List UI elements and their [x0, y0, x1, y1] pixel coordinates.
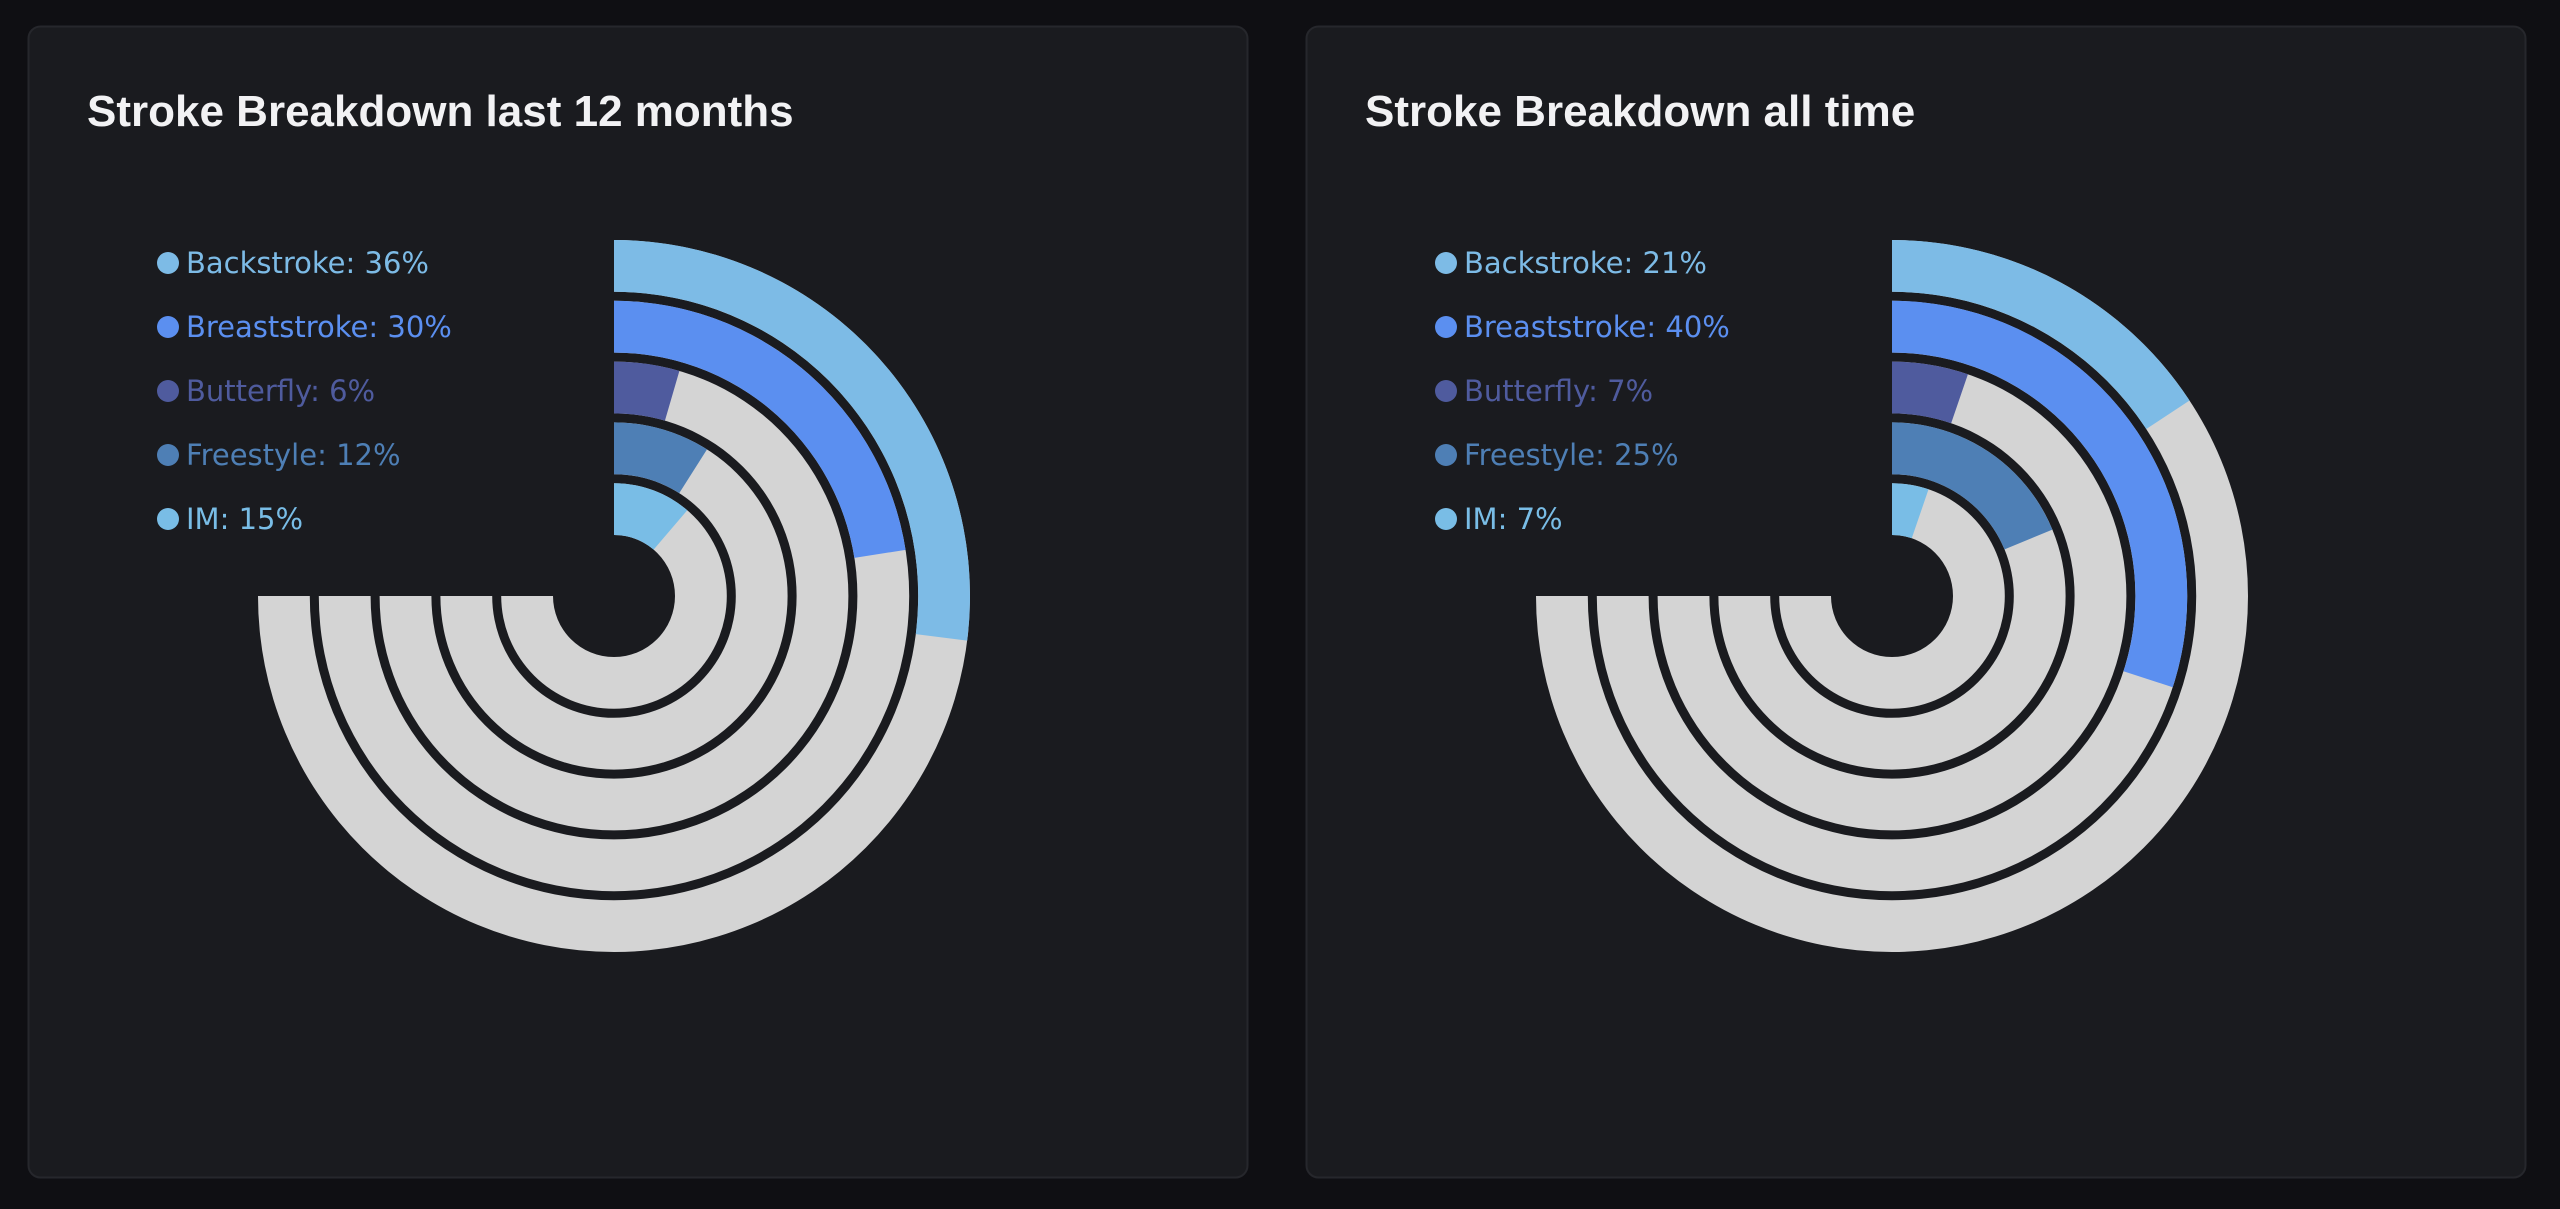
legend-dot: [157, 444, 179, 466]
card: Stroke Breakdown all time Backstroke: 21%…: [1305, 25, 2527, 1179]
chart-title: Stroke Breakdown all time: [1365, 87, 1915, 136]
legend-dot: [1435, 508, 1457, 530]
legend-dot: [157, 252, 179, 274]
ring-bar: [1892, 422, 2053, 550]
legend-label: Butterfly: 6%: [186, 374, 375, 408]
legend-dot: [157, 380, 179, 402]
legend-dot: [1435, 316, 1457, 338]
ring-bar: [1892, 483, 1929, 539]
card: Stroke Breakdown last 12 months Backstrok…: [27, 25, 1249, 1179]
legend-label: Butterfly: 7%: [1464, 374, 1653, 408]
card-bg: [27, 25, 1249, 1179]
ring-track: [440, 422, 788, 770]
ring-track: [501, 483, 727, 709]
legend-label: Breaststroke: 40%: [1464, 310, 1730, 344]
legend-label: Backstroke: 36%: [186, 246, 429, 280]
ring-track: [1779, 483, 2005, 709]
legend-label: Freestyle: 25%: [1464, 438, 1679, 472]
legend-dot: [1435, 380, 1457, 402]
legend-dot: [157, 316, 179, 338]
chart-title: Stroke Breakdown last 12 months: [87, 87, 794, 136]
legend-label: Backstroke: 21%: [1464, 246, 1707, 280]
legend-label: IM: 7%: [1464, 502, 1563, 536]
ring-bar: [614, 483, 688, 550]
ring-bar: [614, 240, 970, 641]
ring-bar: [614, 361, 680, 421]
legend-dot: [157, 508, 179, 530]
legend-label: Freestyle: 12%: [186, 438, 401, 472]
ring-bar: [1892, 361, 1968, 424]
legend-dot: [1435, 252, 1457, 274]
ring-bar: [614, 422, 708, 494]
card-bg: [1305, 25, 2527, 1179]
ring-bar: [1892, 240, 2190, 429]
legend-label: Breaststroke: 30%: [186, 310, 452, 344]
legend-label: IM: 15%: [186, 502, 303, 536]
ring-bar: [614, 300, 906, 558]
ring-bar: [1892, 300, 2188, 688]
legend-dot: [1435, 444, 1457, 466]
